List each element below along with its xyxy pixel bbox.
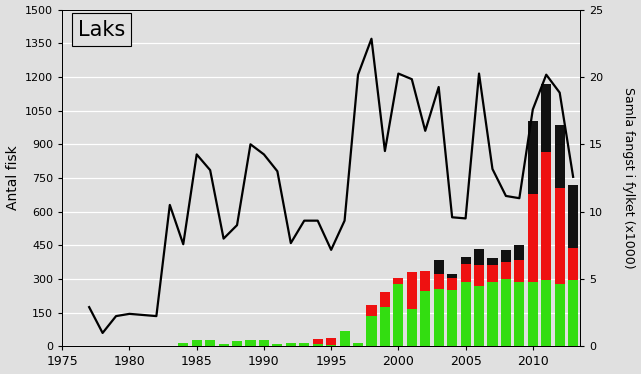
Bar [460,257,470,264]
Bar [487,282,497,346]
Bar [407,309,417,346]
Bar [340,331,349,346]
Bar [514,282,524,346]
Bar [380,292,390,307]
Bar [272,344,283,346]
Bar [501,279,511,346]
Bar [326,345,336,346]
Bar [514,245,524,260]
Bar [353,343,363,346]
Bar [528,122,538,194]
Bar [554,188,565,284]
Bar [299,343,310,346]
Y-axis label: Antal fisk: Antal fisk [6,145,20,210]
Bar [474,286,484,346]
Bar [420,271,430,291]
Bar [407,272,417,309]
Bar [554,284,565,346]
Bar [474,265,484,286]
Bar [541,84,551,152]
Bar [447,291,457,346]
Bar [568,248,578,280]
Bar [380,307,390,346]
Bar [434,274,444,289]
Bar [178,343,188,346]
Bar [394,285,403,346]
Bar [541,280,551,346]
Bar [460,264,470,282]
Bar [541,152,551,280]
Bar [313,344,322,346]
Bar [568,280,578,346]
Bar [434,289,444,346]
Bar [528,282,538,346]
Bar [528,194,538,282]
Bar [487,258,497,265]
Bar [434,260,444,274]
Bar [554,125,565,188]
Text: Laks: Laks [78,20,125,40]
Bar [447,274,457,278]
Bar [367,316,376,346]
Bar [501,261,511,279]
Bar [192,340,202,346]
Bar [487,265,497,282]
Bar [246,340,256,346]
Bar [474,249,484,265]
Bar [286,343,296,346]
Bar [313,339,322,344]
Bar [514,260,524,282]
Bar [219,344,229,346]
Bar [447,278,457,291]
Bar [420,291,430,346]
Bar [568,186,578,248]
Bar [205,340,215,346]
Y-axis label: Samla fangst i fylket (x1000): Samla fangst i fylket (x1000) [622,87,635,269]
Bar [394,278,403,285]
Bar [460,282,470,346]
Bar [232,341,242,346]
Bar [259,340,269,346]
Bar [367,305,376,316]
Bar [326,338,336,345]
Bar [501,250,511,261]
